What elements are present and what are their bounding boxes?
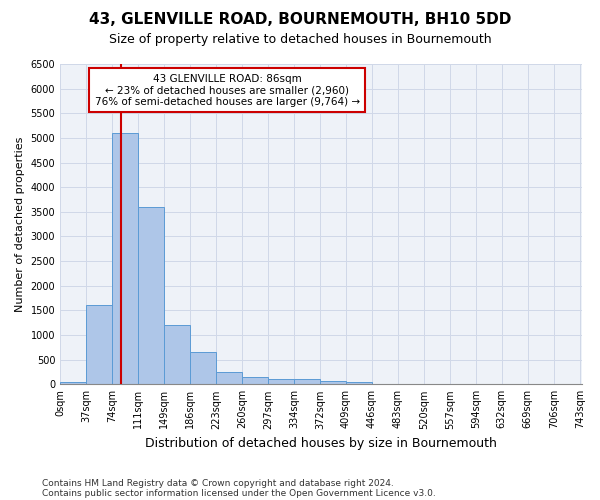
Bar <box>242 377 268 384</box>
Text: Contains public sector information licensed under the Open Government Licence v3: Contains public sector information licen… <box>42 488 436 498</box>
Text: 43, GLENVILLE ROAD, BOURNEMOUTH, BH10 5DD: 43, GLENVILLE ROAD, BOURNEMOUTH, BH10 5D… <box>89 12 511 28</box>
Bar <box>139 207 164 384</box>
Bar <box>86 306 112 384</box>
Bar <box>346 382 371 384</box>
Bar <box>294 380 320 384</box>
Bar <box>320 380 346 384</box>
Text: Size of property relative to detached houses in Bournemouth: Size of property relative to detached ho… <box>109 32 491 46</box>
Bar <box>217 372 242 384</box>
Bar <box>164 325 190 384</box>
Bar <box>112 133 138 384</box>
X-axis label: Distribution of detached houses by size in Bournemouth: Distribution of detached houses by size … <box>145 437 497 450</box>
Bar <box>190 352 216 384</box>
Y-axis label: Number of detached properties: Number of detached properties <box>15 136 25 312</box>
Bar <box>268 380 294 384</box>
Text: Contains HM Land Registry data © Crown copyright and database right 2024.: Contains HM Land Registry data © Crown c… <box>42 478 394 488</box>
Bar <box>61 382 86 384</box>
Text: 43 GLENVILLE ROAD: 86sqm
← 23% of detached houses are smaller (2,960)
76% of sem: 43 GLENVILLE ROAD: 86sqm ← 23% of detach… <box>95 74 359 107</box>
